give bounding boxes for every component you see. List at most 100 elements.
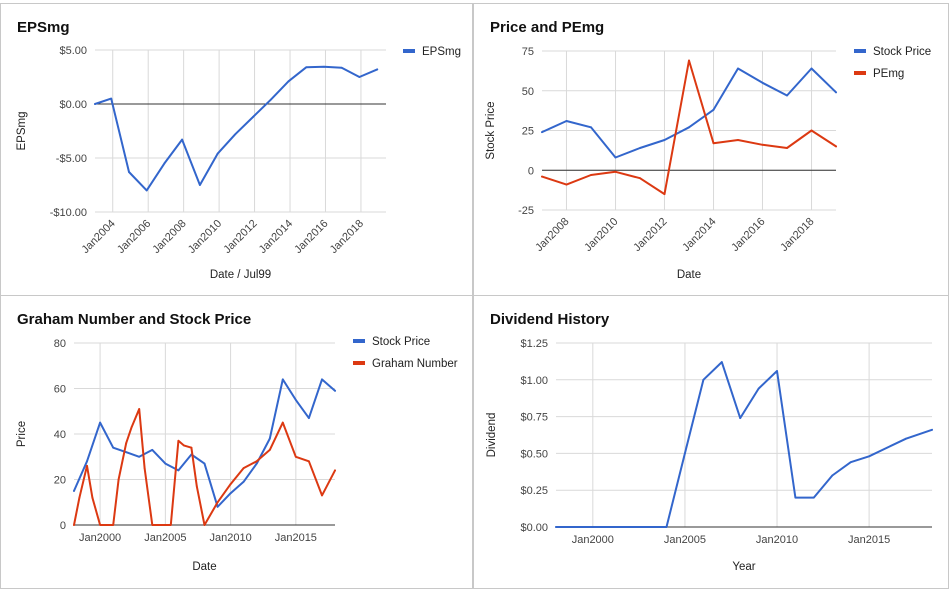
data-point — [177, 439, 180, 442]
x-tick-label: Jan2016 — [292, 218, 330, 256]
chart-title: EPSmg — [17, 19, 70, 36]
data-point — [663, 193, 666, 196]
x-tick-label: Jan2006 — [115, 218, 153, 256]
y-tick-label: 25 — [522, 126, 534, 138]
data-point — [665, 526, 668, 528]
x-axis-label: Date — [677, 269, 701, 281]
y-tick-label: 50 — [522, 86, 534, 98]
epsmg-chart: EPSmg$5.00$0.00-$5.00-$10.00Jan2004Jan20… — [16, 19, 461, 281]
data-point — [639, 147, 641, 149]
x-tick-label: Jan2015 — [275, 532, 317, 544]
data-point — [358, 76, 361, 78]
data-point — [712, 142, 715, 145]
x-axis-label: Date / Jul99 — [210, 269, 271, 281]
data-point — [591, 526, 594, 528]
y-tick-label: 40 — [54, 429, 66, 441]
x-tick-label: Jan2004 — [80, 218, 118, 256]
data-point — [334, 389, 336, 392]
legend-swatch — [403, 49, 415, 53]
data-point — [737, 139, 739, 141]
data-point — [255, 462, 258, 465]
data-point — [688, 59, 690, 62]
data-point — [321, 494, 323, 497]
data-point — [104, 524, 107, 526]
data-point — [242, 467, 245, 470]
data-point — [177, 469, 180, 472]
data-point — [541, 175, 543, 178]
x-tick-label: Jan2010 — [582, 216, 620, 254]
data-point — [931, 428, 933, 431]
data-point — [886, 446, 889, 449]
y-tick-label: $1.25 — [520, 338, 548, 350]
data-point — [190, 446, 193, 449]
x-tick-label: Jan2018 — [328, 218, 366, 256]
y-tick-label: $0.00 — [520, 522, 548, 534]
data-point — [203, 462, 206, 465]
y-tick-label: $0.75 — [520, 412, 548, 424]
data-point — [164, 462, 167, 465]
y-tick-label: 0 — [60, 520, 66, 532]
legend-label: Graham Number — [372, 358, 458, 370]
data-point — [163, 162, 166, 165]
data-point — [94, 103, 96, 105]
data-point — [281, 421, 284, 424]
data-point — [323, 65, 325, 68]
data-point — [307, 460, 310, 463]
y-axis-label: Price — [16, 421, 28, 447]
graham-number-chart: Graham Number and Stock Price 80 60 40 20 0 Ja… — [16, 311, 458, 573]
data-point — [216, 505, 219, 508]
data-point — [99, 524, 101, 526]
y-axis-label: Dividend — [486, 413, 498, 458]
data-point — [234, 133, 237, 136]
y-tick-label: 20 — [54, 475, 66, 487]
data-point — [281, 378, 284, 381]
data-point — [786, 94, 788, 97]
data-point — [720, 361, 723, 364]
legend-label: Stock Price — [372, 336, 430, 348]
y-tick-label: -25 — [518, 205, 534, 217]
legend-swatch — [854, 49, 866, 53]
data-point — [151, 524, 154, 526]
x-tick-label: Jan2010 — [186, 218, 224, 256]
data-point — [73, 489, 75, 492]
chart-title: Price and PEmg — [490, 19, 604, 36]
data-point — [156, 524, 159, 526]
x-tick-label: Jan2010 — [756, 534, 798, 546]
data-point — [905, 437, 907, 440]
x-tick-label: Jan2005 — [144, 532, 186, 544]
data-point — [810, 67, 813, 70]
data-point — [182, 444, 185, 447]
x-axis-label: Date — [192, 561, 216, 573]
x-tick-label: Jan2010 — [209, 532, 251, 544]
x-tick-label: Jan2005 — [664, 534, 706, 546]
data-point — [757, 387, 760, 390]
y-tick-label: -$10.00 — [50, 207, 87, 219]
data-point — [614, 170, 617, 173]
data-point — [169, 524, 172, 526]
legend-swatch — [854, 71, 866, 75]
x-tick-label: Jan2008 — [150, 218, 188, 256]
data-point — [269, 98, 272, 101]
series-line — [555, 361, 933, 528]
data-point — [164, 524, 167, 526]
data-point — [761, 81, 764, 84]
data-point — [761, 143, 764, 146]
data-point — [305, 66, 308, 69]
data-point — [112, 524, 115, 526]
y-axis-label: EPSmg — [16, 112, 28, 151]
data-point — [794, 496, 797, 499]
data-point — [128, 171, 130, 173]
data-point — [321, 378, 323, 381]
data-point — [647, 526, 649, 528]
data-point — [255, 460, 258, 463]
data-point — [268, 449, 271, 451]
data-point — [78, 496, 81, 499]
data-point — [541, 131, 543, 133]
data-point — [812, 496, 815, 499]
data-point — [125, 442, 128, 444]
data-point — [590, 174, 592, 176]
x-tick-label: Jan2014 — [680, 216, 718, 254]
data-point — [702, 378, 705, 381]
x-tick-label: Jan2018 — [778, 216, 816, 254]
